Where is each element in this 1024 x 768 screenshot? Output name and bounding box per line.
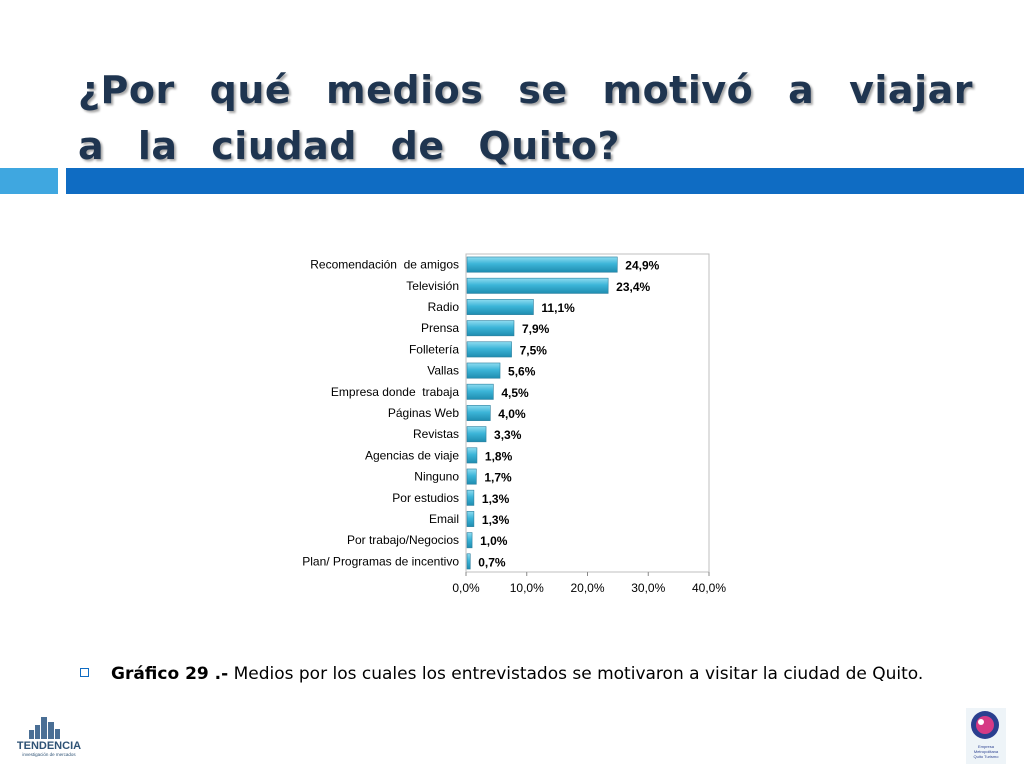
category-label: Agencias de viaje — [365, 448, 459, 462]
bar — [466, 489, 475, 506]
value-label: 1,7% — [484, 471, 512, 485]
quito-turismo-logo-text: Empresa — [978, 744, 995, 749]
category-label: Plan/ Programas de incentivo — [302, 554, 459, 568]
bar — [466, 511, 475, 527]
value-label: 1,8% — [485, 449, 513, 463]
bar — [466, 553, 471, 570]
bar — [466, 362, 501, 379]
value-label: 4,0% — [498, 407, 526, 421]
category-label: Vallas — [427, 364, 459, 378]
caption-text: Medios por los cuales los entrevistados … — [228, 664, 924, 684]
svg-text:Quito Turismo: Quito Turismo — [974, 754, 1000, 759]
category-label: Recomendación de amigos — [310, 258, 459, 272]
bar — [466, 320, 515, 337]
value-label: 3,3% — [494, 428, 522, 442]
category-label: Empresa donde trabaja — [331, 385, 459, 399]
bar — [466, 277, 609, 294]
title-band-accent — [0, 168, 58, 194]
x-tick-label: 30,0% — [631, 581, 665, 595]
value-label: 1,3% — [482, 513, 510, 527]
bars-group: Recomendación de amigos 24,9% Televisión 23… — [302, 253, 726, 595]
category-label: Páginas Web — [388, 406, 459, 420]
value-label: 7,5% — [520, 343, 548, 357]
title-band — [66, 168, 1024, 194]
category-label: Radio — [428, 300, 460, 314]
category-label: Revistas — [413, 427, 459, 441]
x-tick-label: 10,0% — [510, 581, 544, 595]
category-label: Ninguno — [414, 470, 459, 484]
category-label: Email — [429, 512, 459, 526]
bar — [466, 383, 494, 400]
bar — [466, 405, 491, 421]
bar — [466, 468, 477, 485]
value-label: 5,6% — [508, 365, 536, 379]
bar — [466, 532, 473, 549]
category-label: Por estudios — [392, 491, 459, 505]
tendencia-logo: TENDENCIA investigación de mercados — [17, 717, 81, 757]
bar — [466, 299, 534, 315]
value-label: 7,9% — [522, 322, 550, 336]
value-label: 24,9% — [625, 259, 659, 273]
category-label: Folletería — [409, 342, 459, 356]
value-label: 0,7% — [478, 555, 506, 569]
value-label: 23,4% — [616, 280, 650, 294]
value-label: 11,1% — [541, 301, 575, 315]
value-label: 1,0% — [480, 534, 508, 548]
bar — [466, 447, 478, 464]
svg-text:Metropolitana: Metropolitana — [974, 749, 999, 754]
slide-title: ¿Por qué medios se motivó a viajar a la … — [78, 68, 973, 168]
x-tick-label: 0,0% — [452, 581, 480, 595]
x-tick-label: 20,0% — [570, 581, 604, 595]
quito-turismo-logo: Empresa Metropolitana Quito Turismo — [966, 708, 1006, 764]
caption-figure-number: Gráfico 29 .- — [111, 664, 229, 684]
bar-chart: Recomendación de amigos 24,9% Televisión 23… — [302, 253, 726, 595]
tendencia-logo-subtext: investigación de mercados — [22, 752, 76, 757]
category-label: Prensa — [421, 321, 459, 335]
value-label: 4,5% — [501, 386, 529, 400]
tendencia-logo-text: TENDENCIA — [17, 740, 81, 752]
value-label: 1,3% — [482, 492, 510, 506]
x-tick-label: 40,0% — [692, 581, 726, 595]
chart-caption: Gráfico 29 .- Medios por los cuales los … — [80, 664, 923, 684]
category-label: Por trabajo/Negocios — [347, 533, 459, 547]
bar — [466, 256, 618, 273]
bullet-icon — [80, 667, 89, 677]
category-label: Televisión — [406, 279, 459, 293]
bar — [466, 341, 512, 358]
bar — [466, 426, 487, 443]
